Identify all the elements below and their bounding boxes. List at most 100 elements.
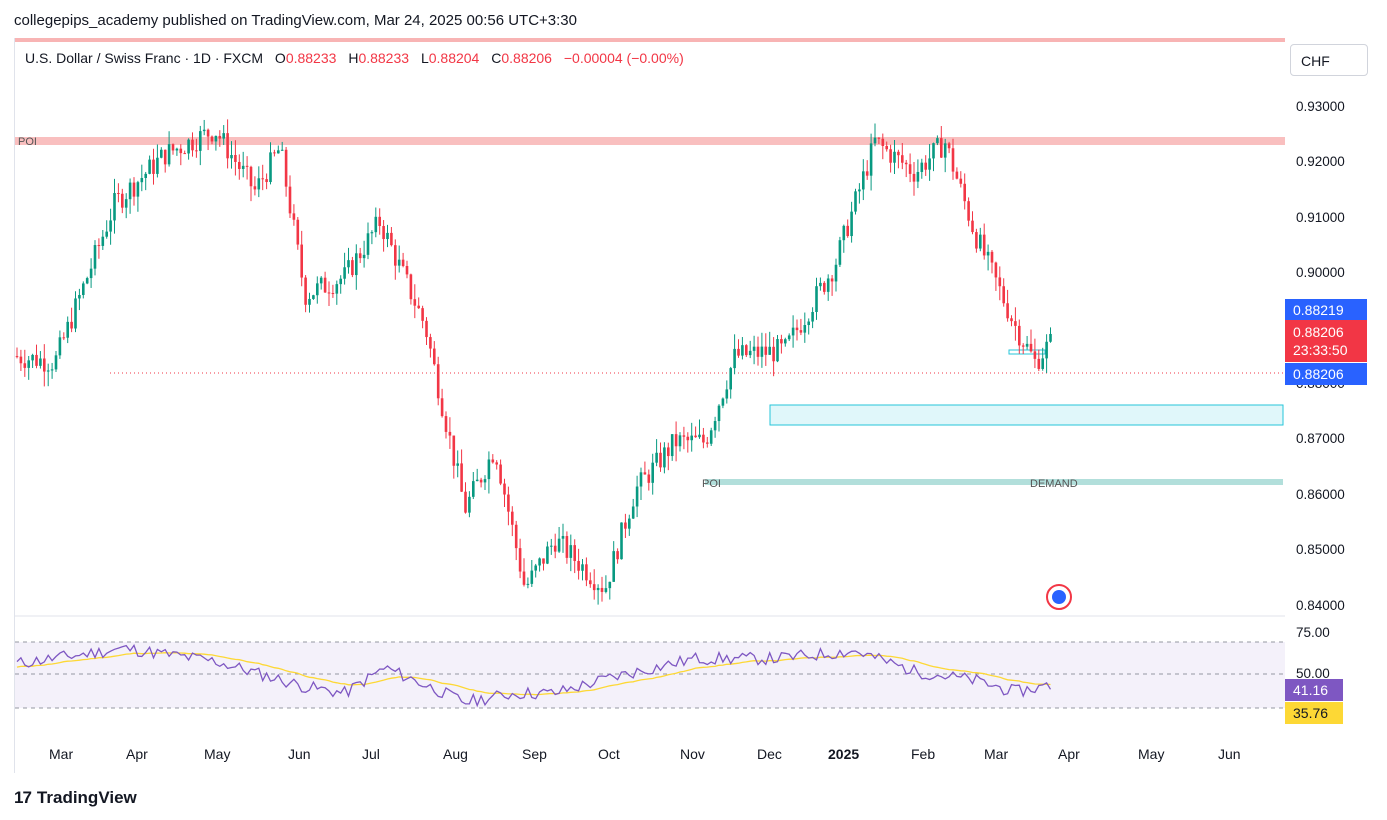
tradingview-brand[interactable]: 17 TradingView bbox=[14, 788, 137, 808]
candle-body bbox=[128, 182, 132, 200]
candle-body bbox=[358, 253, 362, 259]
candle-body bbox=[15, 356, 19, 358]
candle-body bbox=[799, 330, 803, 333]
candle-body bbox=[951, 148, 955, 172]
close-price-tag: 0.88206 bbox=[1285, 363, 1367, 385]
candle-body bbox=[339, 278, 342, 285]
candle-body bbox=[54, 355, 58, 370]
candle-body bbox=[787, 335, 791, 340]
candle-body bbox=[89, 268, 93, 279]
candle-body bbox=[655, 452, 658, 463]
candle-body bbox=[901, 155, 904, 163]
candle-body bbox=[479, 479, 483, 483]
candle-body bbox=[542, 558, 545, 564]
candle-body bbox=[436, 364, 440, 399]
price-tick: 0.87000 bbox=[1296, 431, 1345, 446]
candle-body bbox=[163, 149, 167, 165]
candle-body bbox=[327, 292, 331, 294]
rsi-band bbox=[15, 642, 1285, 708]
price-tick: 0.85000 bbox=[1296, 542, 1345, 557]
candle-body bbox=[448, 431, 452, 436]
brand-name: TradingView bbox=[36, 788, 137, 807]
candle-body bbox=[932, 143, 935, 159]
candle-body bbox=[854, 191, 857, 212]
candle-body bbox=[19, 356, 23, 364]
symbol-legend: U.S. Dollar / Swiss Franc · 1D · FXCM O0… bbox=[25, 50, 684, 66]
time-tick: Jul bbox=[362, 746, 380, 762]
change-value: −0.00004 (−0.00%) bbox=[563, 50, 684, 66]
candle-body bbox=[830, 278, 834, 282]
candle-body bbox=[784, 339, 787, 344]
candle-body bbox=[904, 162, 908, 165]
event-flag-icon bbox=[1052, 590, 1066, 604]
candle-body bbox=[706, 442, 709, 444]
candle-body bbox=[573, 545, 576, 561]
chart-area[interactable] bbox=[14, 38, 1285, 773]
candle-body bbox=[628, 518, 631, 529]
candle-body bbox=[132, 182, 136, 197]
candle-body bbox=[206, 129, 210, 137]
candle-body bbox=[475, 479, 479, 482]
candle-body bbox=[343, 267, 346, 279]
candle-body bbox=[604, 588, 608, 592]
candle-body bbox=[936, 138, 939, 144]
time-tick: May bbox=[1138, 746, 1165, 762]
candle-body bbox=[553, 545, 557, 552]
candle-body bbox=[78, 295, 81, 299]
rsi-value-tag: 41.16 bbox=[1285, 679, 1343, 701]
candle-body bbox=[452, 435, 456, 466]
currency-selector[interactable]: CHF bbox=[1290, 44, 1368, 76]
candle-body bbox=[35, 354, 38, 366]
open-value: 0.88233 bbox=[285, 50, 337, 66]
time-tick: Mar bbox=[49, 746, 74, 762]
time-tick: Apr bbox=[1058, 746, 1080, 762]
close-value: 0.88206 bbox=[501, 50, 552, 66]
candle-body bbox=[1025, 343, 1029, 347]
rsi-line bbox=[16, 644, 1052, 708]
candle-body bbox=[752, 346, 756, 351]
candle-body bbox=[241, 165, 245, 169]
candle-body bbox=[304, 277, 307, 305]
candle-body bbox=[460, 463, 463, 492]
price-tick: 0.90000 bbox=[1296, 265, 1345, 280]
candle-body bbox=[920, 162, 924, 172]
last-price-tag: 0.88206 23:33:50 bbox=[1285, 320, 1367, 362]
candle-body bbox=[351, 260, 354, 276]
candle-body bbox=[296, 219, 300, 245]
rsi-ma-tag: 35.76 bbox=[1285, 702, 1343, 724]
bar-countdown: 23:33:50 bbox=[1293, 342, 1348, 358]
candle-body bbox=[124, 199, 128, 208]
rsi-tick: 50.00 bbox=[1296, 666, 1330, 681]
candle-body bbox=[1049, 333, 1052, 342]
candle-body bbox=[226, 133, 229, 159]
candle-body bbox=[807, 321, 810, 326]
candle-body bbox=[93, 245, 97, 269]
open-label: O bbox=[274, 50, 286, 66]
candle-body bbox=[940, 138, 943, 158]
candle-body bbox=[756, 346, 760, 357]
candle-body bbox=[409, 274, 413, 300]
candle-body bbox=[316, 283, 319, 296]
candle-body bbox=[674, 434, 678, 447]
chart-canvas[interactable] bbox=[15, 38, 1285, 773]
candle-body bbox=[526, 583, 530, 585]
candle-body bbox=[869, 143, 873, 176]
candle-body bbox=[592, 584, 596, 591]
candle-body bbox=[1045, 341, 1048, 359]
candle-body bbox=[319, 277, 323, 284]
candle-body bbox=[791, 327, 795, 336]
candle-body bbox=[721, 398, 725, 406]
candle-body bbox=[834, 264, 838, 282]
poi-bottom-label: POI bbox=[702, 478, 721, 490]
candle-body bbox=[284, 149, 288, 187]
candle-body bbox=[514, 524, 518, 549]
candle-body bbox=[85, 278, 89, 284]
low-label: L bbox=[420, 50, 429, 66]
candle-body bbox=[733, 348, 736, 369]
candle-body bbox=[140, 178, 144, 183]
time-tick: Nov bbox=[680, 746, 705, 762]
symbol-name: U.S. Dollar / Swiss Franc · 1D · FXCM bbox=[25, 50, 264, 66]
time-tick: Aug bbox=[443, 746, 468, 762]
candle-body bbox=[581, 564, 584, 571]
candle-body bbox=[729, 368, 732, 390]
